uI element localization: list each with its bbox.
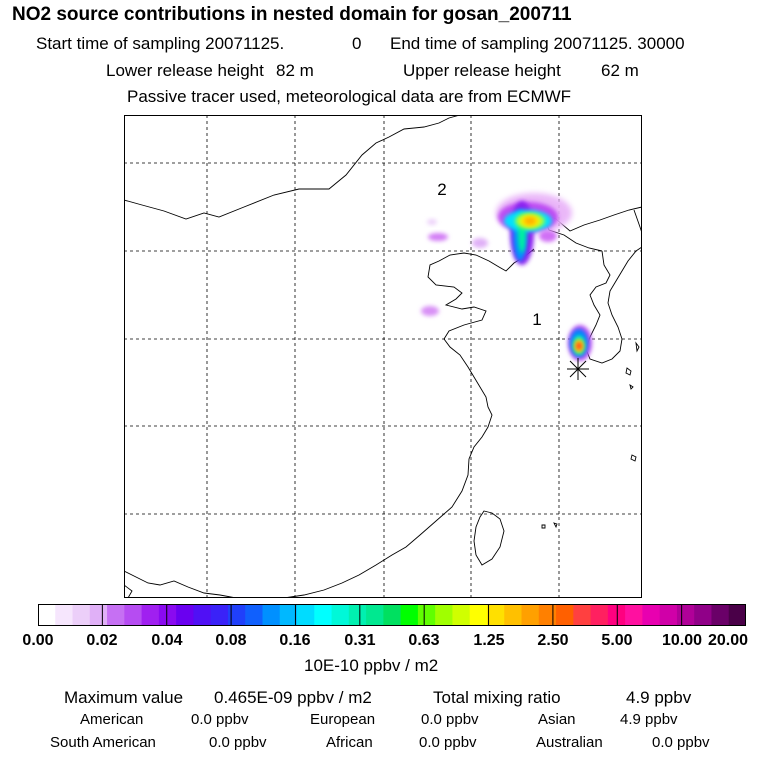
region-name: American [80,711,144,728]
start-time-label: Start time of sampling 20071125. [36,34,285,53]
lower-height-label: Lower release height [106,61,264,80]
region-label-2: 2 [437,180,446,199]
region-value: 0.0 ppbv [652,734,710,751]
region-value: 0.0 ppbv [191,711,249,728]
colorbar-cell [107,604,125,626]
colorbar-cell [400,604,419,626]
colorbar-cell [556,604,574,626]
colorbar-tick-label: 0.04 [151,632,183,649]
coastlines [124,115,642,598]
colorbar-cell [158,604,177,626]
upper-height-label: Upper release height [403,61,561,80]
asterisk-marker [567,358,589,380]
colorbar-cell [538,604,557,626]
contribution-map: 2 1 [124,115,642,598]
plume-north [472,193,572,265]
map-frame [124,115,642,598]
tracer-note: Passive tracer used, meteorological data… [127,87,572,106]
colorbar-cell [676,604,695,626]
plume-small-west [421,219,448,316]
lat-lon-grid [124,115,642,598]
colorbar-tick-label: 0.00 [22,632,54,649]
colorbar-cell [38,604,56,626]
colorbar-cell [642,604,661,626]
colorbar-cell [486,604,505,626]
region-value: 4.9 ppbv [620,711,678,728]
lower-height-value: 82 m [276,61,314,80]
end-time-label: End time of sampling 20071125. 30000 [390,34,685,53]
colorbar-cell [72,604,91,626]
colorbar-tick-label: 0.63 [408,632,440,649]
colorbar-cell [452,604,471,626]
colorbar-cell [331,604,350,626]
colorbar-cell [227,604,246,626]
colorbar-tick-label: 5.00 [601,632,633,649]
colorbar-tick-label: 2.50 [537,632,569,649]
colorbar-cell [124,604,143,626]
colorbar-cell [573,604,592,626]
colorbar-cell [590,604,609,626]
page-title: NO2 source contributions in nested domai… [12,4,572,25]
start-time-value: 0 [352,34,362,53]
colorbar-cell [625,604,643,626]
colorbar-cell [694,604,713,626]
region-name: Asian [538,711,576,728]
colorbar-cell [297,604,315,626]
region-name: Australian [536,734,603,751]
total-mixing-label: Total mixing ratio [433,688,561,707]
region-value: 0.0 ppbv [209,734,267,751]
colorbar-cell [417,604,436,626]
upper-height-value: 62 m [601,61,639,80]
colorbar-tick-label: 10.00 [661,632,703,649]
colorbar-cell [383,604,402,626]
region-name: South American [50,734,156,751]
colorbar-cell [348,604,367,626]
colorbar-cell [245,604,264,626]
colorbar-cell [435,604,454,626]
region-name: African [326,734,373,751]
colorbar-unit: 10E-10 ppbv / m2 [304,656,439,675]
region-value: 0.0 ppbv [419,734,477,751]
colorbar-tick-label: 0.16 [279,632,311,649]
colorbar-tick-label: 20.00 [707,632,749,649]
colorbar-tick-label: 1.25 [473,632,505,649]
colorbar-cell [521,604,540,626]
colorbar-cell [366,604,384,626]
colorbar-cell [210,604,229,626]
colorbar-cell [262,604,281,626]
region-name: European [310,711,376,728]
colorbar-cell [141,604,160,626]
colorbar-cell [469,604,488,626]
region-label-1: 1 [532,310,541,329]
total-mixing-value: 4.9 ppbv [626,688,692,707]
colorbar-cell [314,604,333,626]
colorbar-cell [728,604,746,626]
colorbar-tick-label: 0.02 [86,632,118,649]
max-value-label: Maximum value [64,688,184,707]
colorbar-cell [659,604,678,626]
region-value: 0.0 ppbv [421,711,479,728]
colorbar-cell [176,604,195,626]
plume-receptor [568,325,592,361]
colorbar-tick-label: 0.31 [344,632,376,649]
colorbar-cell [55,604,74,626]
colorbar-tick-label: 0.08 [215,632,247,649]
max-value: 0.465E-09 ppbv / m2 [214,688,372,707]
colorbar-cell [504,604,523,626]
colorbar-cell [279,604,298,626]
colorbar-cell [711,604,730,626]
colorbar-cell [89,604,108,626]
colorbar [38,604,746,626]
colorbar-cell [193,604,212,626]
